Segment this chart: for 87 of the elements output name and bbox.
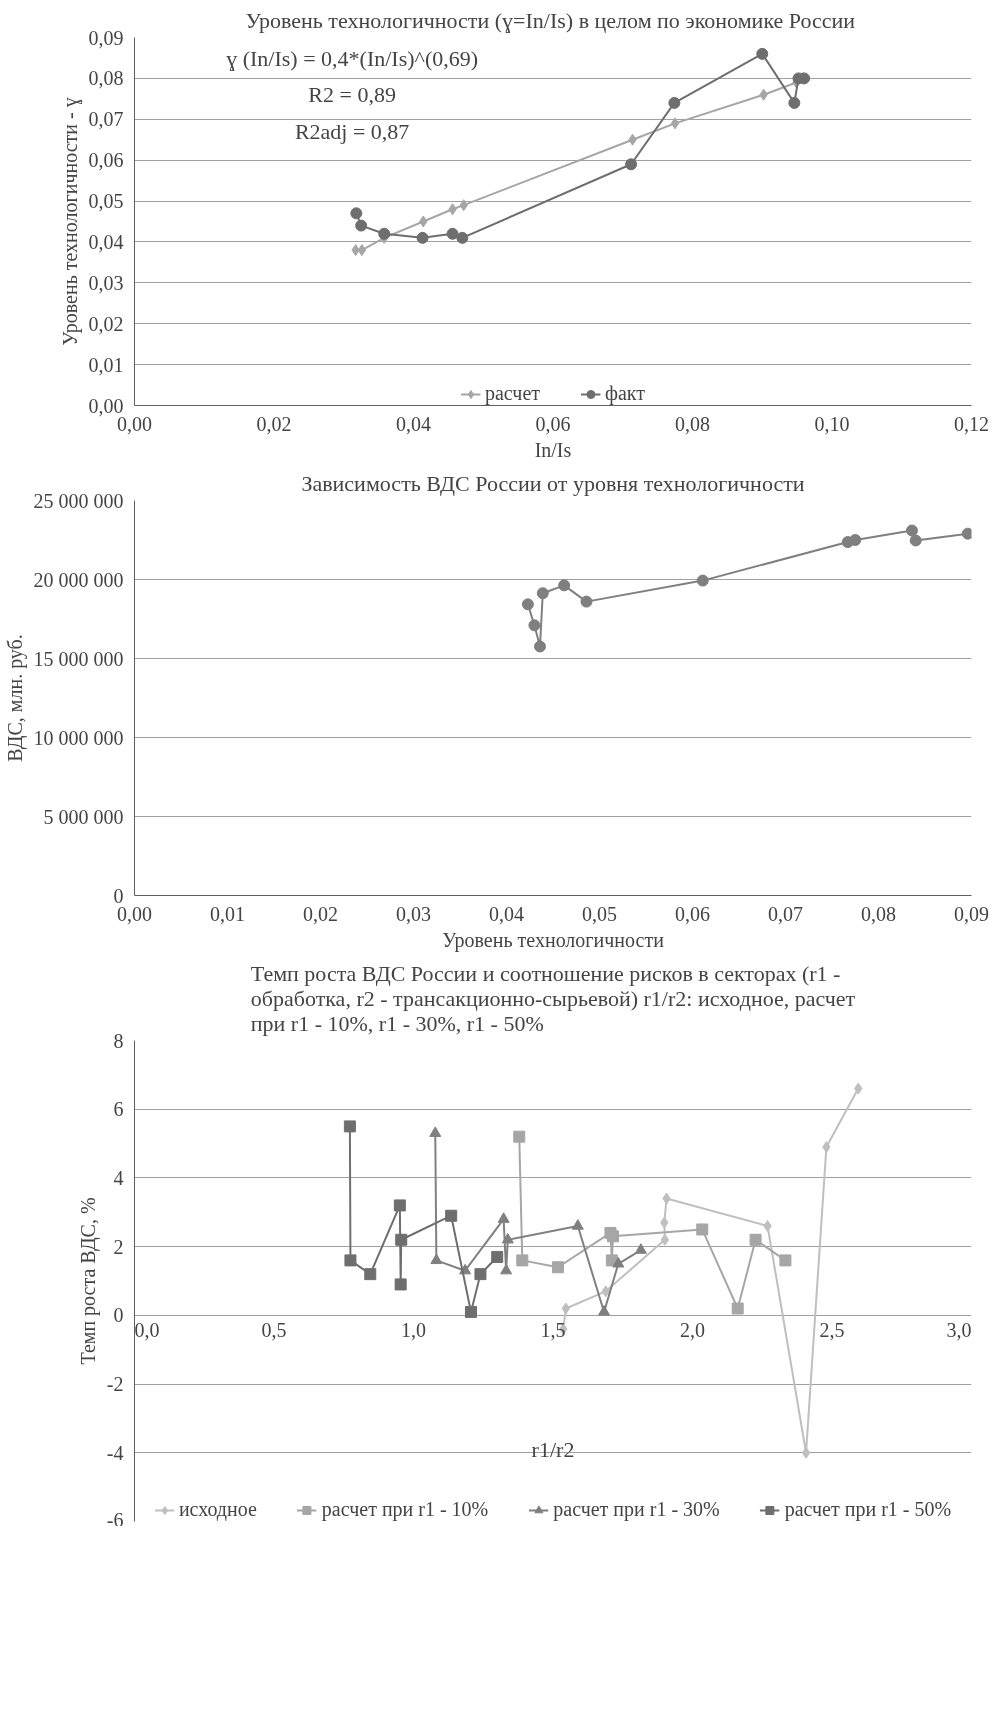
point: [355, 219, 368, 232]
y-tick-label: 20 000 000: [33, 568, 124, 591]
annotation: R2adj = 0,87: [294, 119, 410, 145]
y-tick-label: -4: [106, 1441, 124, 1464]
legend-label: расчет при r1 - 30%: [553, 1498, 720, 1521]
y-tick-label: 0,06: [88, 149, 124, 172]
x-tick-label: 1,0: [401, 1319, 426, 1342]
point: [668, 96, 681, 109]
chart-title: Зависимость ВДС России от уровня технологичности: [301, 470, 805, 496]
x-tick-label: 0,0: [134, 1319, 160, 1342]
point: [378, 227, 391, 240]
point: [961, 527, 972, 540]
y-tick-label: 0,07: [88, 108, 124, 131]
point: [788, 96, 801, 109]
y-axis-title: ВДС, млн. руб.: [3, 634, 27, 762]
y-tick-label: 0: [113, 884, 124, 907]
y-tick-label: 0,04: [88, 230, 124, 253]
point: [905, 524, 918, 537]
y-tick-label: 0,09: [88, 26, 124, 49]
x-axis-title: Уровень технологичности: [442, 928, 665, 952]
x-tick-label: 0,09: [954, 902, 989, 925]
legend-label: исходное: [178, 1498, 257, 1521]
chart-title: Уровень технологичности (ɣ=In/Is) в целом по экономике России: [245, 7, 856, 33]
x-axis-title: In/Is: [534, 438, 572, 461]
x-tick-label: 0,10: [814, 412, 850, 435]
y-tick-label: 0: [113, 1304, 124, 1327]
y-tick-label: -2: [106, 1373, 124, 1396]
x-tick-label: 0,04: [396, 412, 431, 435]
point: [521, 598, 534, 611]
y-tick-label: 0,05: [88, 190, 124, 213]
x-tick-label: 0,07: [768, 902, 803, 925]
legend-label: расчет: [484, 382, 540, 405]
x-tick-label: 0,02: [303, 902, 338, 925]
x-tick-label: 0,08: [675, 412, 710, 435]
x-axis-title: r1/r2: [531, 1436, 575, 1462]
point: [580, 595, 593, 608]
point: [756, 47, 769, 60]
x-tick-label: 3,0: [946, 1319, 972, 1342]
point: [536, 587, 549, 600]
point: [909, 534, 922, 547]
y-tick-label: 0,08: [88, 67, 124, 90]
point: [670, 117, 680, 130]
x-tick-label: 2,5: [819, 1319, 845, 1342]
annotation: ɣ (In/Is) = 0,4*(In/Is)^(0,69): [226, 45, 479, 71]
y-tick-label: 5 000 000: [43, 805, 124, 828]
y-tick-label: 25 000 000: [33, 489, 124, 512]
y-tick-label: 10 000 000: [33, 726, 124, 749]
x-tick-label: 0,08: [861, 902, 896, 925]
point: [558, 579, 571, 592]
point: [625, 158, 638, 171]
legend-label: расчет при r1 - 10%: [321, 1498, 489, 1521]
point: [696, 574, 709, 587]
y-tick-label: 0,00: [88, 394, 124, 417]
legend-label: факт: [605, 382, 646, 405]
x-tick-label: 0,5: [261, 1319, 287, 1342]
x-tick-label: 0,04: [489, 902, 524, 925]
y-tick-label: 0,01: [88, 353, 124, 376]
x-tick-label: 0,03: [396, 902, 431, 925]
point: [446, 227, 459, 240]
y-tick-label: -6: [106, 1508, 124, 1531]
y-tick-label: 2: [113, 1235, 124, 1258]
x-tick-label: 1,5: [540, 1319, 566, 1342]
x-tick-label: 0,06: [535, 412, 571, 435]
legend-label: расчет при r1 - 50%: [784, 1498, 952, 1521]
y-tick-label: 4: [113, 1166, 124, 1189]
x-tick-label: 0,01: [210, 902, 245, 925]
annotation: R2 = 0,89: [308, 82, 396, 108]
y-axis-title: Темп роста ВДС, %: [76, 1197, 100, 1365]
y-axis-title: Уровень технологичности - ɣ: [58, 97, 82, 346]
point: [350, 207, 363, 220]
y-tick-label: 8: [113, 1029, 124, 1052]
y-tick-label: 6: [113, 1098, 124, 1121]
point: [416, 231, 429, 244]
point: [533, 640, 546, 653]
y-tick-label: 0,03: [88, 271, 124, 294]
point: [357, 244, 367, 257]
x-tick-label: 0,12: [954, 412, 989, 435]
y-tick-label: 15 000 000: [33, 647, 124, 670]
point: [456, 231, 469, 244]
point: [849, 534, 862, 546]
chart-title: Темп роста ВДС России и соотношение рисков в секторах (r1 - обработка, r2 - трансакционно-сырьевой) r1/r2: исходное, расчет при r1 - 10%, r1 - 30%, r1 - 50%: [250, 960, 856, 1036]
x-tick-label: 0,06: [675, 902, 710, 925]
point: [528, 619, 541, 632]
x-tick-label: 0,02: [256, 412, 292, 435]
y-tick-label: 0,02: [88, 312, 124, 335]
x-tick-label: 0,05: [582, 902, 617, 925]
x-tick-label: 2,0: [680, 1319, 705, 1342]
